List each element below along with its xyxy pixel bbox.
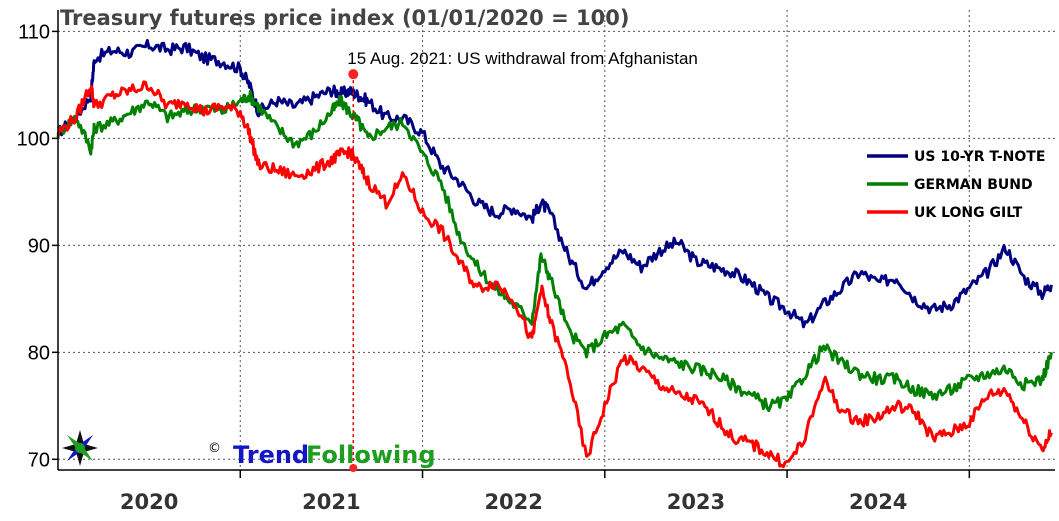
x-tick-label: 2022: [484, 490, 542, 514]
axes-layer: 70 80 90 100 110 2020 2021 2022 2023 2024: [17, 10, 1055, 514]
series-line-1: [56, 89, 1053, 413]
x-tick-label: 2024: [849, 490, 907, 514]
annotation-marker-top: [348, 69, 359, 80]
logo-text-trend: Trend: [233, 441, 309, 469]
compass-star-icon: [62, 430, 98, 466]
legend-label-1: GERMAN BUND: [914, 177, 1033, 193]
legend-label-0: US 10-YR T-NOTE: [914, 149, 1045, 165]
annotation-marker-bottom: [349, 464, 358, 472]
y-tick-label: 70: [28, 449, 50, 471]
series-layer: [56, 39, 1053, 469]
annotation-text: 15 Aug. 2021: US withdrawal from Afghani…: [347, 49, 698, 68]
grid-layer: [58, 10, 1055, 470]
trend-following-logo: © Trend Following: [62, 430, 436, 469]
chart-title: Treasury futures price index (01/01/2020…: [60, 6, 629, 30]
y-tick-label: 110: [18, 21, 50, 43]
series-line-2: [56, 80, 1053, 469]
y-tick-label: 80: [28, 342, 50, 364]
x-tick-label: 2021: [302, 490, 360, 514]
y-tick-label: 100: [17, 128, 50, 150]
legend-label-2: UK LONG GILT: [914, 205, 1023, 221]
legend: US 10-YR T-NOTE GERMAN BUND UK LONG GILT: [867, 149, 1045, 221]
x-tick-label: 2020: [120, 490, 178, 514]
annotation-layer: 15 Aug. 2021: US withdrawal from Afghani…: [347, 49, 698, 472]
x-tick-label: 2023: [667, 490, 725, 514]
logo-text-following: Following: [306, 441, 436, 469]
y-tick-label: 90: [28, 235, 50, 257]
series-line-0: [56, 39, 1053, 329]
logo-copyright: ©: [208, 441, 221, 456]
